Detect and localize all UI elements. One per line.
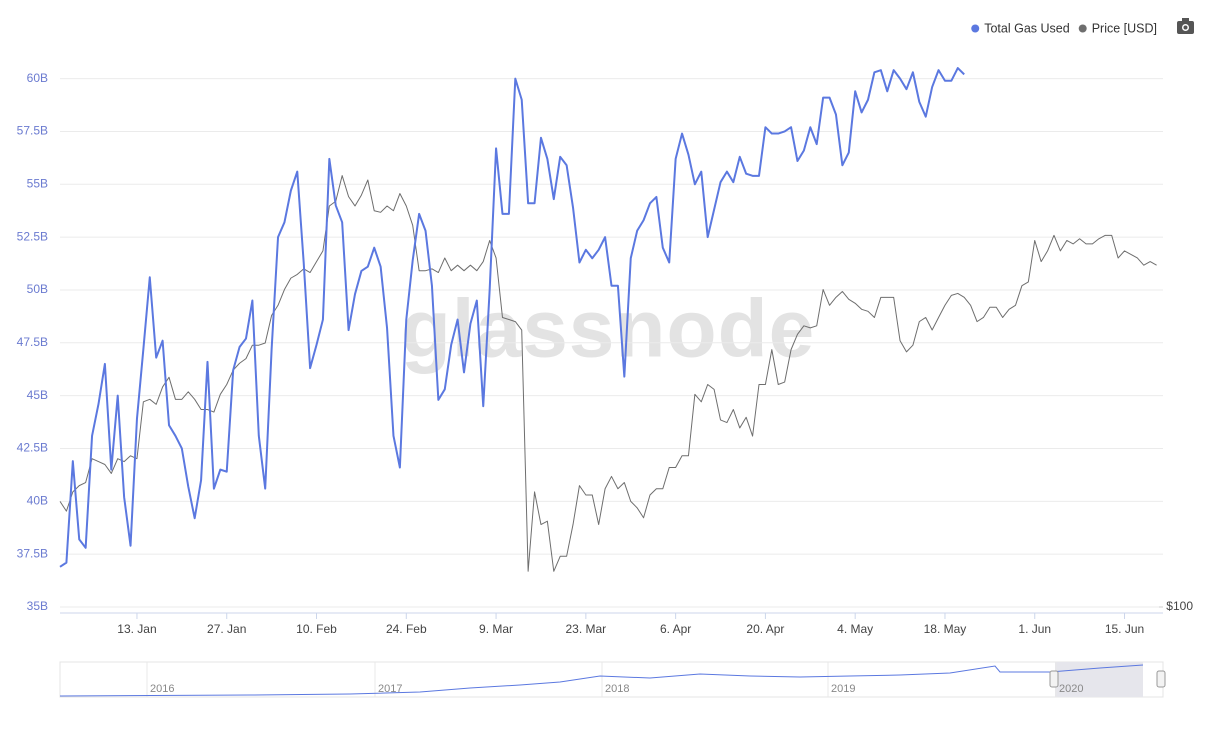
legend-label[interactable]: Total Gas Used: [984, 21, 1070, 35]
series-line: [59, 67, 965, 568]
grid: glassnode: [60, 78, 1163, 619]
navigator-label: 2020: [1059, 683, 1083, 695]
legend-label[interactable]: Price [USD]: [1092, 21, 1157, 35]
y-tick-label: 37.5B: [17, 546, 48, 560]
navigator-label: 2019: [831, 683, 855, 695]
x-tick-label: 18. May: [924, 622, 967, 636]
y-tick-label: 60B: [27, 71, 48, 85]
y-tick-label: 45B: [27, 388, 48, 402]
legend-item[interactable]: Price [USD]: [1078, 21, 1157, 35]
navigator-label: 2017: [378, 683, 402, 695]
y-tick-label: 47.5B: [17, 335, 48, 349]
y-tick-label: 50B: [27, 282, 48, 296]
legend-swatch: [1078, 24, 1087, 33]
navigator-label: 2018: [605, 683, 629, 695]
series-line: [59, 175, 1157, 572]
x-tick-label: 20. Apr: [746, 622, 784, 636]
x-tick-label: 23. Mar: [566, 622, 607, 636]
x-tick-label: 13. Jan: [117, 622, 156, 636]
x-tick-label: 9. Mar: [479, 622, 513, 636]
legend-item[interactable]: Total Gas Used: [971, 21, 1070, 35]
y-tick-label: 42.5B: [17, 441, 48, 455]
y-tick-label: 52.5B: [17, 229, 48, 243]
legend-swatch: [971, 24, 980, 33]
x-tick-label: 24. Feb: [386, 622, 427, 636]
y-tick-label: 35B: [27, 599, 48, 613]
x-tick-label: 6. Apr: [660, 622, 691, 636]
x-tick-label: 4. May: [837, 622, 873, 636]
y-tick-label: 57.5B: [17, 124, 48, 138]
y-tick-label: 40B: [27, 493, 48, 507]
x-tick-label: 1. Jun: [1018, 622, 1051, 636]
y2-tick-label: $100: [1166, 599, 1193, 613]
x-tick-label: 15. Jun: [1105, 622, 1144, 636]
x-tick-label: 10. Feb: [296, 622, 337, 636]
camera-icon[interactable]: [1177, 18, 1194, 34]
navigator-label: 2016: [150, 683, 174, 695]
x-tick-label: 27. Jan: [207, 622, 246, 636]
y-tick-label: 55B: [27, 176, 48, 190]
navigator: [59, 661, 1166, 698]
